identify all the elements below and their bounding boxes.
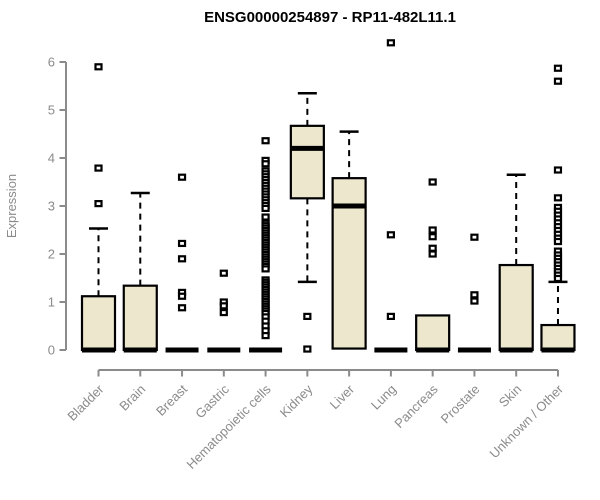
outlier-point [428,244,437,252]
x-axis-category-label: Breast [153,381,190,418]
outlier-point [386,39,395,47]
iqr-box [540,323,576,352]
y-axis-title: Expression [4,174,19,238]
outlier-point [428,178,437,186]
x-axis-category-label: Brain [116,382,148,414]
x-axis-category-label: Pancreas [391,381,441,431]
outlier-point [177,292,187,300]
outlier-point [219,308,228,317]
outlier-point [94,200,103,208]
outlier-point [261,160,270,168]
outlier-point [177,255,187,263]
outlier-point [386,312,395,320]
outlier-point [177,239,187,248]
outlier-point [94,164,103,172]
x-axis-category-label: Prostate [438,382,483,427]
x-axis-category-label: Unknown / Other [487,381,567,461]
outlier-point [428,226,437,234]
outlier-point [94,63,103,71]
outlier-point [219,269,228,277]
outlier-point [261,265,270,273]
outlier-point [261,137,270,145]
x-axis-category-label: Kidney [277,381,316,420]
y-axis-tick-label: 3 [48,199,55,214]
outlier-point [386,231,395,239]
outlier-point [553,77,563,85]
outlier-point [177,304,187,312]
iqr-box [80,295,117,352]
outlier-point [470,297,479,305]
x-axis-category-label: Gastric [192,381,232,421]
outlier-point [470,233,479,241]
outlier-point [261,332,270,340]
iqr-box [498,263,534,352]
outlier-point [553,237,563,246]
iqr-box [289,124,325,200]
outlier-point [219,302,228,310]
outlier-point [553,64,563,72]
x-axis-category-label: Skin [496,382,524,410]
outlier-point [177,173,187,181]
outlier-point [553,194,563,202]
y-axis-tick-label: 6 [48,55,55,70]
iqr-box [415,314,451,352]
outlier-point [261,204,270,212]
outlier-point [428,250,437,258]
y-axis-tick-label: 0 [48,343,55,358]
y-axis-tick-label: 5 [48,103,55,118]
x-axis-category-label: Lung [368,382,399,413]
outlier-point [428,233,437,241]
outlier-point [303,312,312,320]
outlier-point [553,166,563,174]
iqr-box [122,284,158,352]
chart-title: ENSG00000254897 - RP11-482L11.1 [204,9,456,26]
outlier-point [470,291,479,299]
outlier-point [261,213,270,221]
x-axis-category-label: Liver [327,381,358,412]
outlier-point [303,345,312,353]
x-axis-category-label: Bladder [64,381,107,424]
outlier-point [553,274,563,283]
y-axis-tick-label: 1 [48,295,55,310]
y-axis-tick-label: 2 [48,247,55,262]
y-axis-tick-label: 4 [48,151,55,166]
